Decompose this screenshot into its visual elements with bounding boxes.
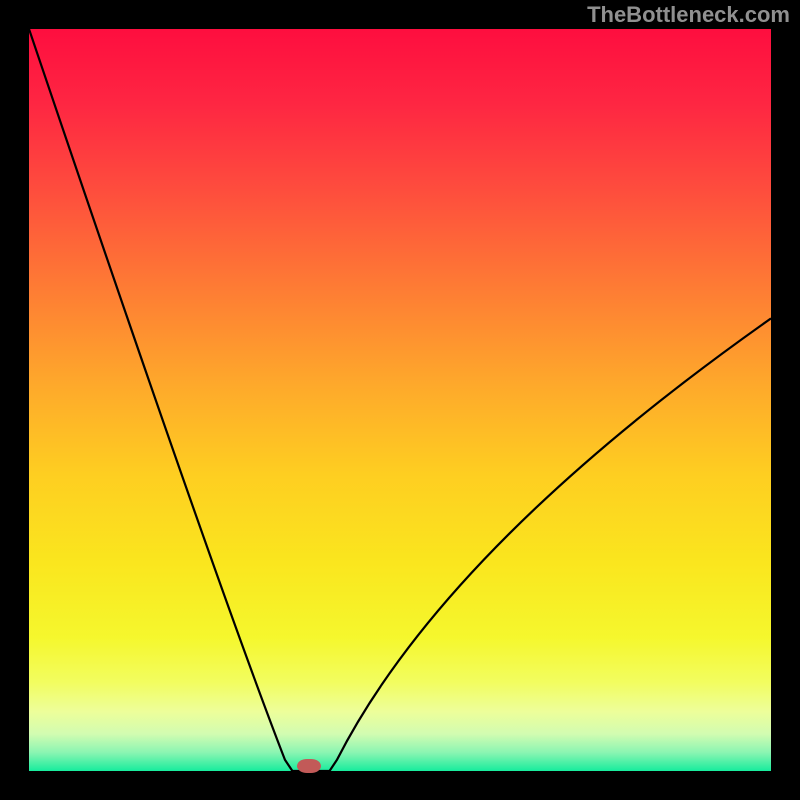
- optimal-point-marker: [297, 759, 321, 773]
- bottleneck-curve: [29, 29, 771, 771]
- v-curve-path: [29, 29, 771, 771]
- plot-area: [29, 29, 771, 771]
- watermark-text: TheBottleneck.com: [587, 2, 790, 28]
